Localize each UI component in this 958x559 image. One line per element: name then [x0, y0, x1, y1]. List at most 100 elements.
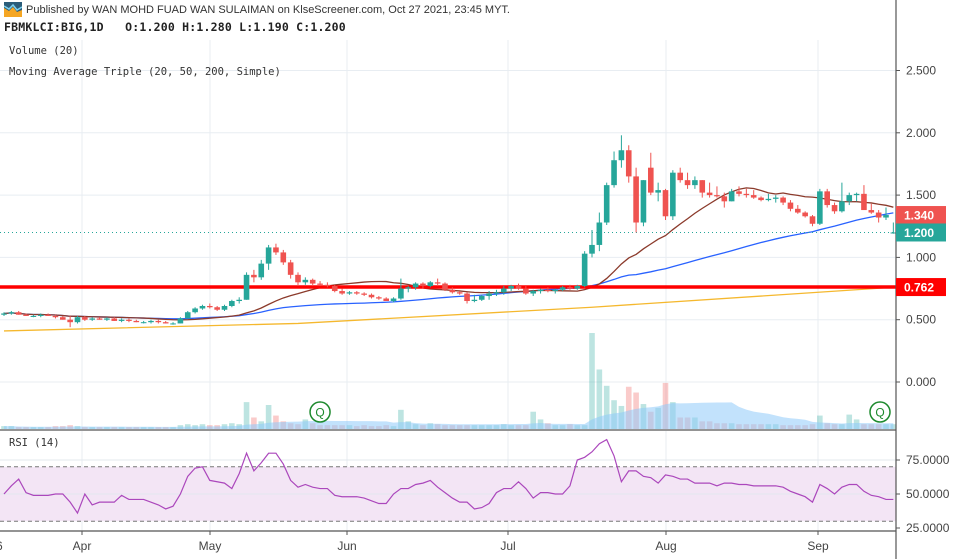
candle: [809, 215, 816, 227]
candle: [750, 190, 757, 199]
candle: [493, 289, 500, 297]
candle-body: [493, 292, 500, 294]
candle-body: [126, 319, 132, 321]
candle: [508, 284, 514, 292]
candle: [60, 315, 66, 320]
ma50-line: [3, 212, 894, 320]
candle-body: [383, 298, 389, 302]
price-tick-label: 1.500: [906, 188, 936, 202]
candle-body: [302, 279, 309, 283]
candle-body: [736, 191, 742, 194]
price-tick-label: 1.000: [906, 250, 936, 264]
candle-body: [118, 319, 125, 321]
candle-body: [177, 318, 184, 324]
candle: [221, 304, 228, 311]
candle-body: [376, 297, 382, 299]
candle-body: [890, 232, 897, 234]
candle: [824, 188, 830, 208]
candle: [831, 202, 838, 214]
candle: [251, 269, 257, 283]
candle-body: [574, 286, 581, 289]
candle: [640, 180, 647, 227]
candle-body: [728, 191, 735, 202]
time-tick-label: 6: [0, 539, 3, 553]
candle-body: [839, 201, 845, 212]
candle: [464, 292, 470, 304]
candle: [456, 291, 463, 295]
candle: [390, 297, 397, 303]
candle: [331, 284, 338, 293]
candle: [875, 210, 882, 223]
candle-body: [317, 283, 323, 285]
candle: [449, 287, 456, 294]
candle: [207, 303, 213, 309]
candle: [346, 291, 353, 295]
candle-body: [361, 293, 367, 295]
candle: [486, 291, 492, 300]
legend-volume[interactable]: Volume (20): [9, 45, 79, 57]
candle-body: [662, 190, 669, 217]
candle-body: [523, 288, 529, 294]
candle: [501, 286, 507, 295]
candle-body: [280, 252, 287, 263]
candle: [162, 320, 169, 324]
candle-body: [655, 190, 661, 193]
candle: [817, 188, 823, 226]
time-tick-label: Sep: [807, 539, 829, 553]
candle: [559, 286, 566, 292]
candle: [853, 192, 860, 202]
price-label-badge: 1.200: [896, 223, 946, 242]
legend-rsi[interactable]: RSI (14): [9, 437, 60, 449]
candle: [772, 195, 779, 203]
candle: [471, 294, 478, 303]
candle: [412, 282, 419, 290]
candle: [618, 135, 625, 168]
candle: [523, 286, 529, 295]
candle-body: [140, 322, 147, 324]
rsi-tick-label: 25.0000: [906, 521, 950, 535]
candle-body: [552, 289, 559, 292]
candle: [890, 222, 897, 234]
candle: [655, 182, 661, 202]
candle: [545, 287, 551, 293]
candle-body: [1, 313, 7, 315]
candle-body: [853, 193, 860, 196]
volume-bar: [817, 415, 823, 429]
candle-body: [339, 291, 345, 294]
candle-body: [45, 314, 51, 316]
candle: [780, 196, 786, 206]
candle-body: [795, 208, 801, 213]
candle-body: [309, 279, 316, 284]
candle: [184, 310, 191, 319]
candle: [52, 314, 59, 319]
candle-body: [684, 180, 691, 186]
candle: [287, 259, 294, 279]
candle: [339, 288, 345, 295]
candle-body: [15, 312, 22, 315]
candle-body: [692, 180, 698, 186]
candle-body: [133, 320, 140, 323]
earnings-marker-label: Q: [875, 406, 884, 420]
published-by-text: Published by WAN MOHD FUAD WAN SULAIMAN …: [26, 4, 510, 16]
candle-body: [60, 317, 66, 320]
candle: [111, 317, 118, 321]
candle-body: [750, 195, 757, 198]
candle: [883, 207, 889, 221]
candle: [728, 188, 735, 202]
candle-body: [148, 320, 154, 323]
candle-body: [677, 172, 683, 181]
candle: [574, 284, 581, 290]
candle: [148, 319, 154, 324]
candle: [846, 192, 853, 206]
candle: [258, 259, 265, 280]
candle: [442, 282, 448, 292]
candle-body: [207, 305, 213, 308]
price-label-text: 1.200: [904, 226, 934, 240]
volume-bar: [625, 386, 632, 429]
candle: [8, 310, 15, 315]
candle: [670, 170, 676, 221]
candle: [567, 284, 573, 290]
candle: [74, 315, 81, 324]
legend-moving-average[interactable]: Moving Average Triple (20, 50, 200, Simp…: [9, 66, 281, 78]
